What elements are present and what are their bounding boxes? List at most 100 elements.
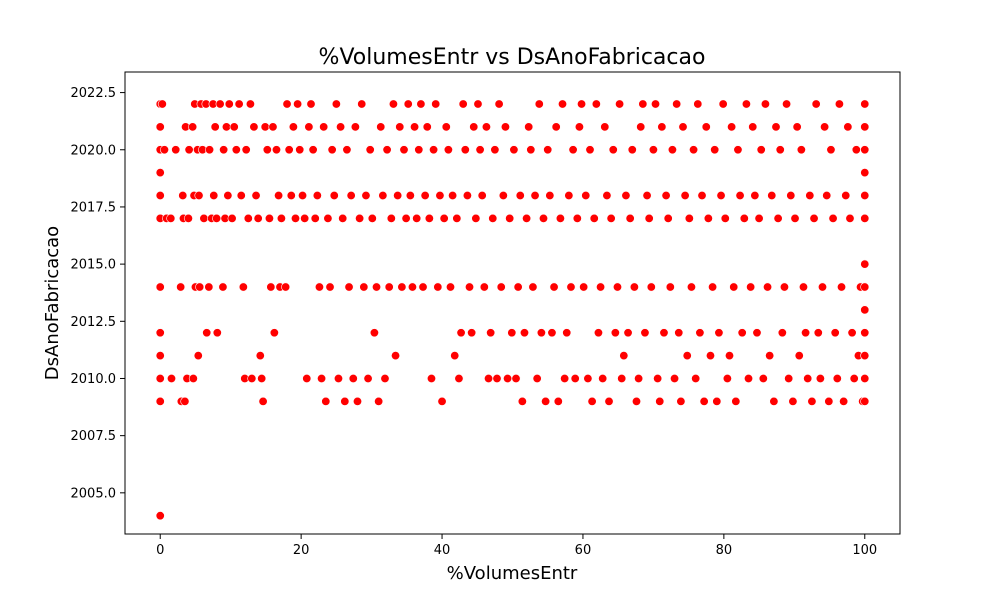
data-point	[708, 282, 718, 292]
data-point	[674, 328, 684, 338]
data-point	[746, 282, 756, 292]
data-point	[418, 282, 428, 292]
data-point	[767, 191, 777, 201]
data-point	[274, 191, 284, 201]
data-point	[210, 122, 220, 132]
data-point	[471, 213, 481, 223]
data-point	[403, 99, 413, 109]
data-point	[631, 396, 641, 406]
data-point	[839, 396, 849, 406]
data-point	[155, 122, 165, 132]
data-point	[342, 145, 352, 155]
data-point	[813, 328, 823, 338]
data-point	[454, 373, 464, 383]
data-point	[697, 191, 707, 201]
data-point	[481, 122, 491, 132]
data-point	[695, 328, 705, 338]
y-tick-label: 2007.5	[71, 429, 117, 444]
data-point	[689, 145, 699, 155]
data-point	[304, 122, 314, 132]
data-point	[860, 213, 870, 223]
data-point	[460, 145, 470, 155]
data-point	[155, 191, 165, 201]
data-point	[581, 191, 591, 201]
y-tick-label: 2020.0	[71, 143, 117, 158]
data-point	[773, 213, 783, 223]
data-point	[352, 396, 362, 406]
data-point	[754, 213, 764, 223]
data-point	[691, 373, 701, 383]
data-point	[562, 328, 572, 338]
data-point	[159, 145, 169, 155]
data-point	[359, 282, 369, 292]
data-point	[284, 145, 294, 155]
data-point	[479, 282, 489, 292]
data-point	[657, 122, 667, 132]
data-point	[212, 213, 222, 223]
data-point	[249, 122, 259, 132]
data-point	[524, 122, 534, 132]
data-point	[589, 213, 599, 223]
data-point	[494, 99, 504, 109]
data-point	[860, 122, 870, 132]
data-point	[219, 145, 229, 155]
y-tick-label: 2010.0	[71, 372, 117, 387]
data-point	[429, 145, 439, 155]
data-point	[682, 351, 692, 361]
y-tick-label: 2005.0	[71, 486, 117, 501]
data-point	[860, 282, 870, 292]
data-point	[215, 99, 225, 109]
data-point	[608, 145, 618, 155]
data-point	[348, 373, 358, 383]
data-point	[243, 213, 253, 223]
data-point	[843, 122, 853, 132]
data-point	[257, 373, 267, 383]
data-point	[410, 122, 420, 132]
data-point	[591, 99, 601, 109]
x-tick-label: 60	[575, 543, 592, 558]
data-point	[815, 373, 825, 383]
data-point	[678, 122, 688, 132]
data-point	[598, 373, 608, 383]
data-point	[426, 373, 436, 383]
data-point	[180, 396, 190, 406]
data-point	[826, 145, 836, 155]
data-point	[393, 191, 403, 201]
y-axis-label: DsAnoFabricacao	[42, 226, 63, 380]
data-point	[701, 122, 711, 132]
data-point	[849, 373, 859, 383]
data-point	[382, 145, 392, 155]
data-point	[640, 328, 650, 338]
data-point	[676, 396, 686, 406]
data-point	[380, 373, 390, 383]
data-point	[176, 282, 186, 292]
data-point	[350, 122, 360, 132]
data-point	[735, 191, 745, 201]
data-point	[655, 396, 665, 406]
data-point	[218, 282, 228, 292]
data-point	[465, 282, 475, 292]
data-point	[602, 191, 612, 201]
data-point	[699, 396, 709, 406]
data-point	[314, 282, 324, 292]
data-point	[860, 168, 870, 178]
data-point	[777, 328, 787, 338]
data-point	[686, 282, 696, 292]
data-point	[684, 213, 694, 223]
data-point	[369, 328, 379, 338]
data-point	[727, 122, 737, 132]
data-point	[420, 191, 430, 201]
data-point	[788, 396, 798, 406]
x-tick-label: 40	[434, 543, 451, 558]
data-point	[338, 213, 348, 223]
data-point	[860, 145, 870, 155]
data-point	[648, 145, 658, 155]
data-point	[714, 328, 724, 338]
data-point	[651, 99, 661, 109]
data-point	[570, 373, 580, 383]
data-point	[376, 122, 386, 132]
data-point	[538, 213, 548, 223]
data-point	[817, 282, 827, 292]
data-point	[765, 351, 775, 361]
